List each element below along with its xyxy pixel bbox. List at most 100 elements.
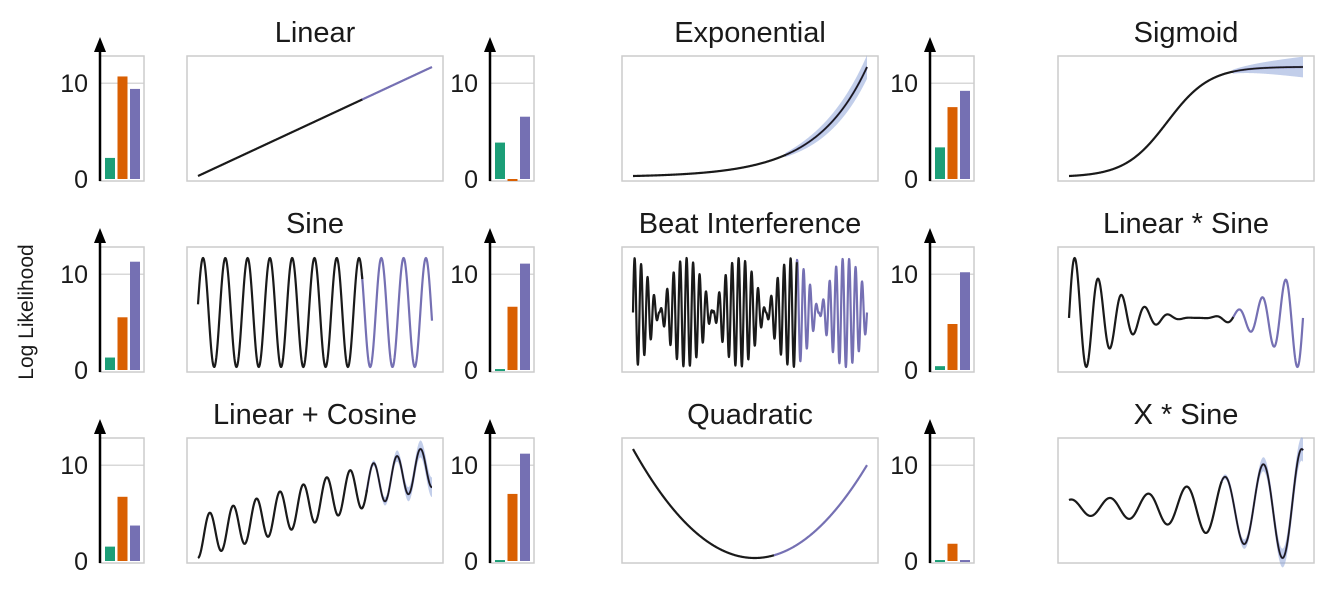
forecast-band — [785, 55, 867, 158]
context-line — [631, 256, 798, 368]
forecast-line — [784, 66, 868, 157]
bar-orange — [117, 317, 128, 370]
axis-arrow-icon — [924, 228, 936, 243]
bar-orange — [947, 324, 958, 370]
context-line — [1067, 256, 1235, 369]
bar-purple — [960, 90, 970, 179]
bar-green — [495, 369, 505, 372]
panel-x_sine: 10 0 X * Sine — [890, 399, 1315, 576]
axis-arrow-icon — [484, 228, 496, 243]
axis-arrow-icon — [924, 419, 936, 434]
panel-title: Linear — [275, 17, 356, 49]
ground-truth-line — [365, 448, 433, 503]
tick-label-10: 10 — [890, 261, 918, 289]
tick-label-10: 10 — [890, 70, 918, 98]
panel-title: Linear * Sine — [1103, 208, 1269, 240]
ground-truth-line — [1220, 448, 1304, 559]
tick-label-10: 10 — [60, 261, 88, 289]
forecast-line — [795, 257, 869, 369]
tick-label-10: 10 — [450, 70, 478, 98]
bar-green — [935, 366, 945, 370]
context-line — [197, 469, 369, 559]
axis-arrow-icon — [484, 37, 496, 52]
panel-quadratic: 10 0 Quadratic — [450, 399, 879, 576]
context-line — [632, 153, 787, 178]
context-line — [1068, 481, 1223, 535]
bar-green — [495, 560, 505, 563]
axis-arrow-icon — [94, 37, 106, 52]
forecast-line — [360, 256, 434, 369]
tick-label-0: 0 — [464, 548, 478, 576]
line-frame — [1057, 437, 1315, 564]
panel-title: Sine — [286, 208, 344, 240]
bar-orange — [507, 179, 518, 181]
panel-beat: 10 0 Beat Interference — [450, 208, 879, 385]
line-frame — [621, 55, 879, 182]
tick-label-0: 0 — [464, 166, 478, 194]
line-frame — [621, 246, 879, 373]
panel-exponential: 10 0 Exponential — [450, 17, 879, 194]
tick-label-0: 0 — [74, 166, 88, 194]
bar-purple — [130, 525, 140, 561]
tick-label-10: 10 — [60, 70, 88, 98]
ground-truth-line — [1232, 66, 1304, 73]
forecast-line — [772, 464, 868, 557]
panel-title: Quadratic — [687, 399, 813, 431]
bar-purple — [520, 116, 530, 179]
bar-orange — [117, 496, 128, 561]
panel-title: Linear + Cosine — [213, 399, 417, 431]
line-frame — [186, 437, 444, 564]
bar-green — [105, 157, 115, 179]
axis-arrow-icon — [94, 228, 106, 243]
tick-label-0: 0 — [464, 357, 478, 385]
bar-orange — [507, 306, 518, 370]
tick-label-10: 10 — [450, 261, 478, 289]
bar-purple — [520, 263, 530, 370]
tick-label-0: 0 — [74, 357, 88, 385]
line-frame — [186, 55, 444, 182]
forecast-line — [1231, 278, 1305, 369]
tick-label-0: 0 — [904, 166, 918, 194]
line-frame — [186, 246, 444, 373]
bar-purple — [960, 272, 970, 370]
context-line — [197, 98, 363, 177]
tick-label-0: 0 — [904, 357, 918, 385]
bar-green — [495, 142, 505, 179]
bar-green — [105, 546, 115, 561]
axis-arrow-icon — [94, 419, 106, 434]
line-frame — [1057, 246, 1315, 373]
context-line — [1068, 70, 1234, 178]
bar-purple — [520, 453, 530, 561]
tick-label-0: 0 — [74, 548, 88, 576]
panel-title: Sigmoid — [1134, 17, 1239, 49]
bar-purple — [130, 261, 140, 370]
ground-truth-line — [784, 66, 868, 156]
panel-linear: 10 0 Linear — [60, 17, 444, 194]
panel-title: X * Sine — [1134, 399, 1239, 431]
tick-label-0: 0 — [904, 548, 918, 576]
bar-purple — [960, 560, 970, 563]
forecast-band — [1221, 437, 1303, 568]
context-line — [632, 448, 775, 560]
context-line — [196, 256, 364, 369]
panel-title: Beat Interference — [639, 208, 861, 240]
tick-label-10: 10 — [450, 452, 478, 480]
axis-arrow-icon — [924, 37, 936, 52]
line-frame — [1057, 55, 1315, 182]
line-frame — [621, 437, 879, 564]
panel-sigmoid: 10 0 Sigmoid — [890, 17, 1315, 194]
bar-green — [935, 560, 945, 563]
panel-sine: 10 0 Sine — [60, 208, 444, 385]
bar-green — [105, 357, 115, 370]
y-axis-label: Log Likelihood — [15, 244, 38, 379]
panel-title: Exponential — [674, 17, 826, 49]
panel-linear_cosine: 10 0 Linear + Cosine — [60, 399, 444, 576]
bar-orange — [947, 107, 958, 179]
tick-label-10: 10 — [890, 452, 918, 480]
bar-orange — [507, 493, 518, 561]
bar-orange — [117, 76, 128, 179]
tick-label-10: 10 — [60, 452, 88, 480]
bar-green — [935, 147, 945, 179]
panel-linear_sine: 10 0 Linear * Sine — [890, 208, 1315, 385]
